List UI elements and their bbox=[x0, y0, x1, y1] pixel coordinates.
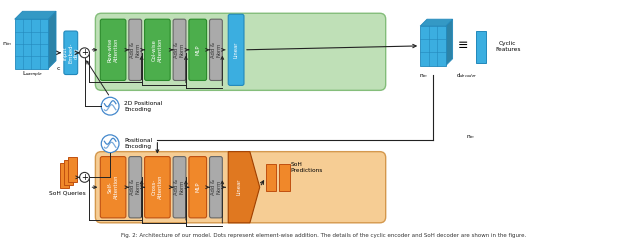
Bar bbox=[68, 157, 77, 182]
Bar bbox=[60, 163, 69, 188]
FancyBboxPatch shape bbox=[145, 157, 170, 218]
Text: 2D Positional
Encoding: 2D Positional Encoding bbox=[124, 101, 162, 112]
FancyBboxPatch shape bbox=[129, 19, 141, 81]
Text: Row-wise
Attention: Row-wise Attention bbox=[108, 38, 118, 62]
Text: Positional
Encoding: Positional Encoding bbox=[124, 138, 152, 149]
Text: MLP: MLP bbox=[195, 182, 200, 192]
FancyBboxPatch shape bbox=[95, 152, 386, 223]
Bar bbox=[280, 164, 290, 191]
Text: Cyclic
Features: Cyclic Features bbox=[495, 41, 520, 52]
Polygon shape bbox=[420, 19, 452, 26]
Text: Add &
Norm: Add & Norm bbox=[211, 42, 221, 58]
Circle shape bbox=[101, 97, 119, 115]
Text: SoH Queries: SoH Queries bbox=[49, 191, 86, 196]
Text: n$_{in}$: n$_{in}$ bbox=[466, 133, 475, 141]
Text: Add &
Norm: Add & Norm bbox=[130, 179, 141, 195]
Bar bbox=[420, 26, 445, 66]
FancyBboxPatch shape bbox=[189, 157, 207, 218]
Text: L$_{sample}$: L$_{sample}$ bbox=[22, 69, 43, 80]
FancyBboxPatch shape bbox=[209, 157, 222, 218]
Bar bbox=[476, 31, 486, 63]
Circle shape bbox=[79, 172, 90, 182]
Polygon shape bbox=[228, 152, 260, 223]
Text: SoH
Predictions: SoH Predictions bbox=[290, 162, 323, 173]
Text: Input
Embed-
ding: Input Embed- ding bbox=[63, 43, 79, 63]
Polygon shape bbox=[15, 11, 56, 19]
Text: d$_{decoder}$: d$_{decoder}$ bbox=[456, 71, 477, 80]
Text: Linear: Linear bbox=[234, 42, 239, 58]
Text: +: + bbox=[81, 173, 88, 182]
Text: Add &
Norm: Add & Norm bbox=[174, 42, 185, 58]
FancyBboxPatch shape bbox=[129, 157, 141, 218]
Text: MLP: MLP bbox=[195, 45, 200, 55]
Text: Self-
Attention: Self- Attention bbox=[108, 175, 118, 199]
FancyBboxPatch shape bbox=[189, 19, 207, 81]
FancyBboxPatch shape bbox=[100, 157, 126, 218]
FancyBboxPatch shape bbox=[228, 14, 244, 85]
Text: +: + bbox=[81, 48, 88, 57]
Text: ≡: ≡ bbox=[457, 39, 468, 52]
FancyBboxPatch shape bbox=[173, 19, 186, 81]
Bar bbox=[15, 19, 48, 69]
Bar bbox=[64, 159, 73, 185]
Text: Linear: Linear bbox=[237, 179, 241, 196]
Circle shape bbox=[79, 48, 90, 58]
Polygon shape bbox=[445, 19, 452, 66]
Text: n$_{in}$: n$_{in}$ bbox=[419, 73, 429, 81]
Circle shape bbox=[101, 135, 119, 153]
Text: Fig. 2: Architecture of our model. Dots represent element-wise addition. The det: Fig. 2: Architecture of our model. Dots … bbox=[121, 233, 526, 238]
Text: c: c bbox=[57, 66, 61, 71]
FancyBboxPatch shape bbox=[145, 19, 170, 81]
FancyBboxPatch shape bbox=[100, 19, 126, 81]
FancyBboxPatch shape bbox=[209, 19, 222, 81]
Text: Cross-
Attention: Cross- Attention bbox=[152, 175, 163, 199]
Text: n$_{in}$: n$_{in}$ bbox=[2, 40, 12, 48]
Bar bbox=[266, 164, 276, 191]
FancyBboxPatch shape bbox=[95, 13, 386, 90]
Text: Col-wise
Attention: Col-wise Attention bbox=[152, 38, 163, 62]
Polygon shape bbox=[48, 11, 56, 69]
Text: Add &
Norm: Add & Norm bbox=[211, 179, 221, 195]
FancyBboxPatch shape bbox=[173, 157, 186, 218]
FancyBboxPatch shape bbox=[64, 31, 77, 75]
Text: Add &
Norm: Add & Norm bbox=[130, 42, 141, 58]
Text: Add &
Norm: Add & Norm bbox=[174, 179, 185, 195]
